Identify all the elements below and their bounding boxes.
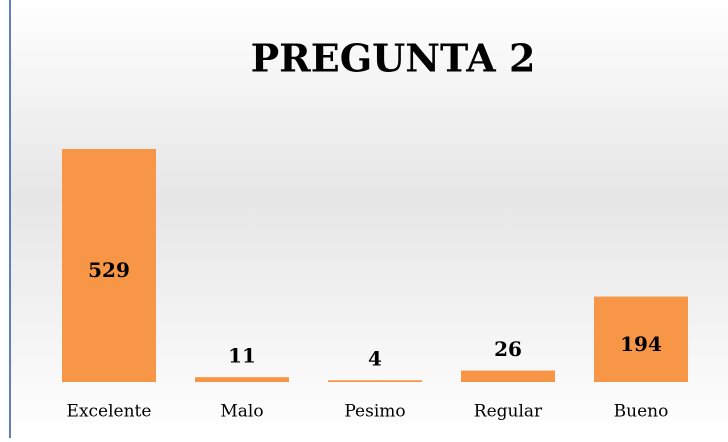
- x-tick-label: Excelente: [67, 402, 152, 422]
- value-label: 529: [88, 258, 130, 282]
- value-label: 4: [368, 347, 382, 371]
- x-tick-label: Malo: [220, 402, 263, 422]
- value-label: 26: [494, 337, 522, 361]
- value-label: 11: [228, 344, 256, 368]
- bar: [594, 296, 688, 382]
- chart-title: PREGUNTA 2: [251, 36, 536, 81]
- bar: [62, 149, 156, 382]
- bar: [328, 380, 422, 382]
- value-label: 194: [620, 332, 662, 356]
- bar: [461, 370, 555, 382]
- x-tick-label: Pesimo: [344, 402, 405, 422]
- bar: [195, 377, 289, 382]
- x-tick-label: Bueno: [614, 402, 669, 422]
- x-tick-label: Regular: [474, 402, 543, 422]
